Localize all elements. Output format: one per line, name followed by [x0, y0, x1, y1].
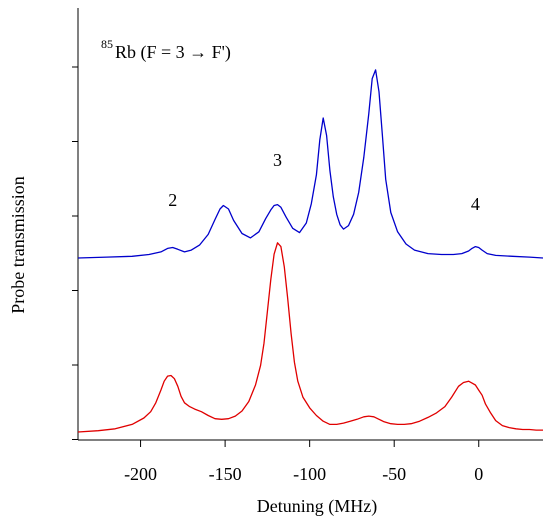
- x-tick-label: -150: [209, 464, 242, 484]
- series-line-upper: [77, 69, 543, 259]
- series-layer: [77, 69, 543, 433]
- y-axis-label: Probe transmission: [8, 176, 28, 314]
- x-tick-label: -200: [124, 464, 157, 484]
- x-tick-label: -50: [382, 464, 406, 484]
- plot-axes: -200 -150 -100 -50 0 2 3 4: [72, 8, 543, 484]
- annotation-isotope-superscript: 85: [101, 37, 113, 51]
- x-tick-label: -100: [293, 464, 326, 484]
- x-tick-label: 0: [474, 464, 483, 484]
- peak-label: 4: [471, 194, 480, 214]
- peak-label: 2: [168, 190, 177, 210]
- x-axis-label: Detuning (MHz): [257, 496, 377, 517]
- series-line-lower: [77, 242, 543, 433]
- peak-label: 3: [273, 150, 282, 170]
- annotation-transition-label: Rb (F = 3 → F'): [115, 42, 231, 63]
